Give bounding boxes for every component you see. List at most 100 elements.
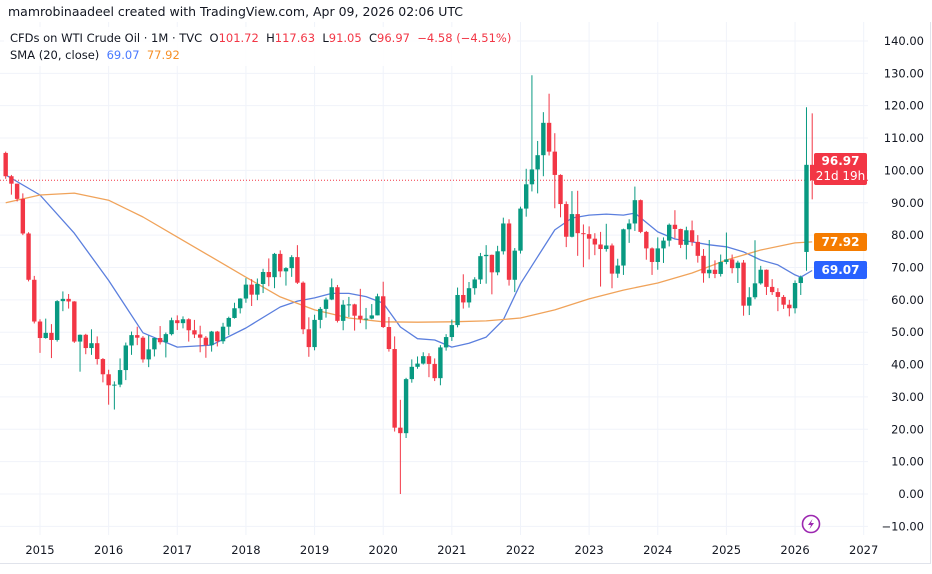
price-axis: 140.00 130.00 120.00 110.00 100.00 90.00 80.00…: [881, 34, 924, 533]
candle: [604, 223, 609, 252]
candle-body: [289, 257, 294, 269]
candle-body: [409, 366, 414, 380]
candle-body: [306, 329, 312, 348]
candle: [49, 324, 54, 359]
candle-body: [169, 320, 174, 335]
candle: [701, 249, 706, 283]
candle-body: [295, 257, 300, 283]
candle: [638, 199, 643, 234]
candle: [180, 316, 186, 329]
candle-body: [300, 282, 306, 330]
candle-body: [684, 230, 689, 245]
candle: [95, 336, 100, 365]
candle: [352, 303, 357, 331]
candle-body: [363, 318, 369, 320]
sma-blue-value: 69.07: [106, 48, 140, 62]
candle: [358, 288, 363, 324]
candle: [369, 304, 374, 320]
candle-body: [672, 224, 678, 229]
candle: [323, 297, 329, 318]
candle-body: [192, 330, 197, 335]
sma-blue-line: [5, 174, 813, 348]
candle: [14, 183, 20, 202]
candle: [461, 274, 466, 309]
candle-body: [226, 317, 231, 327]
candle-body: [421, 356, 426, 364]
y-tick-label: 80.00: [891, 228, 924, 242]
candle: [260, 268, 266, 294]
open-label: O: [209, 31, 219, 45]
candle-body: [260, 272, 266, 284]
candle-body: [541, 122, 546, 156]
candle: [363, 307, 369, 330]
x-tick-label: 2017: [163, 543, 192, 557]
candle: [810, 113, 815, 200]
candle-body: [747, 297, 752, 306]
candle: [32, 275, 37, 324]
candle-body: [37, 321, 43, 339]
candle: [769, 279, 775, 295]
candle: [678, 228, 683, 249]
candle-body: [609, 245, 615, 274]
x-tick-label: 2020: [369, 543, 398, 557]
y-tick-label: 70.00: [891, 260, 924, 274]
candle: [375, 293, 380, 316]
candle-body: [769, 286, 775, 293]
candle-body: [283, 268, 289, 272]
candle-body: [718, 261, 723, 274]
candle-body: [152, 338, 157, 350]
candle: [318, 306, 323, 329]
candle: [689, 220, 695, 246]
candle-body: [215, 331, 220, 342]
candle-body: [54, 301, 60, 340]
candle-body: [478, 256, 483, 280]
x-tick-label: 2018: [231, 543, 260, 557]
candle: [735, 260, 741, 284]
candle-body: [266, 272, 271, 278]
y-tick-label: 20.00: [891, 422, 924, 436]
candle-body: [129, 335, 134, 346]
legend: CFDs on WTI Crude Oil · 1M · TVC O101.72…: [4, 27, 518, 66]
candle-body: [272, 253, 277, 278]
candle: [558, 174, 563, 218]
candle: [249, 279, 254, 306]
candle-body: [438, 347, 443, 379]
candle: [152, 337, 157, 357]
candle-body: [729, 259, 735, 269]
candle: [495, 245, 500, 276]
candle: [667, 223, 672, 247]
candle: [575, 190, 580, 256]
candle: [89, 329, 94, 355]
candle-body: [449, 325, 455, 338]
candle: [775, 288, 781, 312]
candle-body: [180, 319, 186, 324]
lightning-icon[interactable]: [801, 514, 821, 534]
bar-countdown: 21d 19h: [815, 168, 866, 183]
candle-body: [203, 337, 209, 346]
x-tick-label: 2019: [300, 543, 329, 557]
sma-title[interactable]: SMA (20, close): [10, 48, 100, 62]
candle-body: [466, 288, 472, 303]
candle-body: [20, 198, 26, 234]
candle-body: [787, 304, 792, 309]
candle-body: [529, 169, 535, 185]
candle: [752, 240, 758, 300]
candle: [415, 356, 420, 369]
candle: [655, 237, 660, 270]
candle-body: [558, 174, 563, 205]
symbol-title[interactable]: CFDs on WTI Crude Oil · 1M · TVC: [10, 31, 203, 45]
candle-body: [792, 283, 798, 309]
candle: [157, 326, 163, 345]
candle-body: [678, 228, 683, 245]
candle-body: [810, 164, 815, 181]
candle-body: [615, 265, 620, 274]
candle: [449, 319, 455, 341]
candle: [804, 107, 809, 271]
candle: [781, 294, 786, 309]
grid: [0, 22, 868, 535]
candle: [72, 301, 77, 343]
candle: [335, 284, 340, 323]
candle: [278, 250, 283, 278]
candle: [764, 269, 769, 295]
